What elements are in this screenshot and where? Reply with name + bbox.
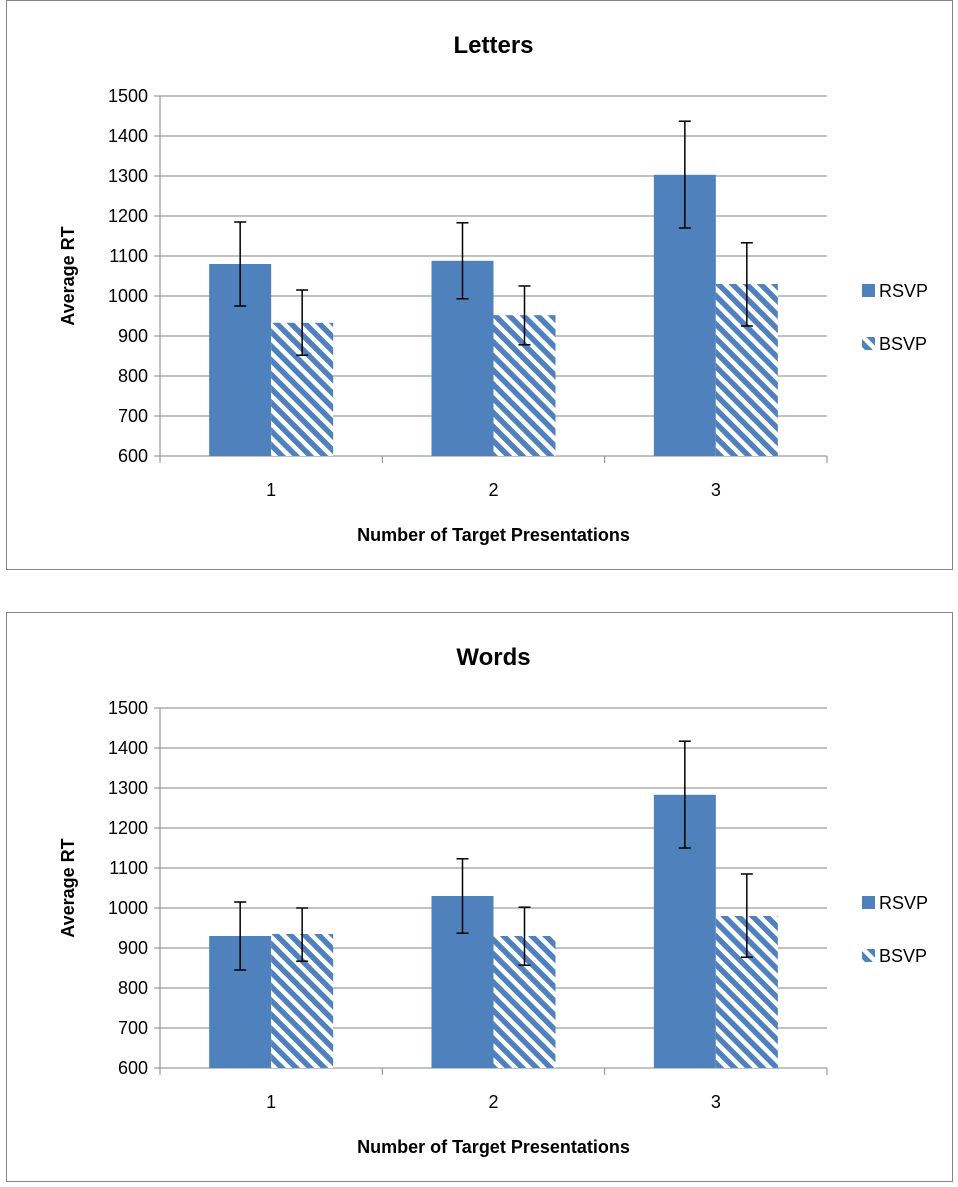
words-y-tick-label: 1100 — [109, 858, 148, 878]
letters-legend-swatch-bsvp — [862, 337, 875, 350]
letters-y-axis-label: Average RT — [58, 226, 78, 325]
words-legend-label-bsvp: BSVP — [879, 946, 927, 966]
letters-y-tick-label: 600 — [118, 446, 148, 466]
letters-chart: Letters 600 700 800 900 1000 1100 1200 1300 1400 1… — [6, 0, 953, 570]
words-y-tick-label: 800 — [118, 978, 148, 998]
words-legend-label-rsvp: RSVP — [879, 893, 928, 913]
words-x-tick-label: 2 — [488, 1092, 498, 1112]
letters-y-tick-label: 1400 — [108, 126, 148, 146]
words-chart: Words 600 700 800 900 1000 1100 1200 1300 1400 150… — [6, 612, 953, 1182]
words-title: Words — [456, 644, 530, 671]
words-y-tick-label: 1200 — [108, 818, 148, 838]
letters-y-tick-label: 800 — [118, 366, 148, 386]
words-y-tick-label: 700 — [118, 1018, 148, 1038]
letters-x-tick-label: 1 — [266, 480, 276, 500]
letters-legend-label-rsvp: RSVP — [879, 281, 928, 301]
words-y-tick-label: 1400 — [108, 738, 148, 758]
letters-y-tick-label: 1000 — [108, 286, 148, 306]
words-legend-swatch-rsvp — [862, 896, 875, 909]
words-x-tick-label: 1 — [266, 1092, 276, 1112]
words-chart-svg: Words 600 700 800 900 1000 1100 1200 1300 1400 150… — [58, 644, 928, 1157]
words-y-axis-label: Average RT — [58, 838, 78, 937]
letters-x-axis-label: Number of Target Presentations — [357, 525, 630, 545]
letters-y-tick-label: 1100 — [109, 246, 148, 266]
letters-legend-label-bsvp: BSVP — [879, 334, 927, 354]
letters-legend-swatch-rsvp — [862, 284, 875, 297]
letters-y-tick-label: 900 — [118, 326, 148, 346]
letters-y-tick-label: 1500 — [108, 86, 148, 106]
words-y-tick-label: 600 — [118, 1058, 148, 1078]
words-y-tick-label: 900 — [118, 938, 148, 958]
letters-x-tick-label: 3 — [711, 480, 721, 500]
letters-x-tick-label: 2 — [488, 480, 498, 500]
words-legend-swatch-bsvp — [862, 949, 875, 962]
words-x-tick-label: 3 — [711, 1092, 721, 1112]
words-x-axis-label: Number of Target Presentations — [357, 1137, 630, 1157]
letters-y-tick-label: 700 — [118, 406, 148, 426]
words-y-tick-label: 1000 — [108, 898, 148, 918]
words-y-tick-label: 1300 — [108, 778, 148, 798]
letters-chart-svg: Letters 600 700 800 900 1000 1100 1200 1300 1400 1… — [58, 32, 928, 545]
letters-title: Letters — [453, 32, 533, 59]
words-y-tick-label: 1500 — [108, 698, 148, 718]
letters-y-tick-label: 1200 — [108, 206, 148, 226]
letters-y-tick-label: 1300 — [108, 166, 148, 186]
